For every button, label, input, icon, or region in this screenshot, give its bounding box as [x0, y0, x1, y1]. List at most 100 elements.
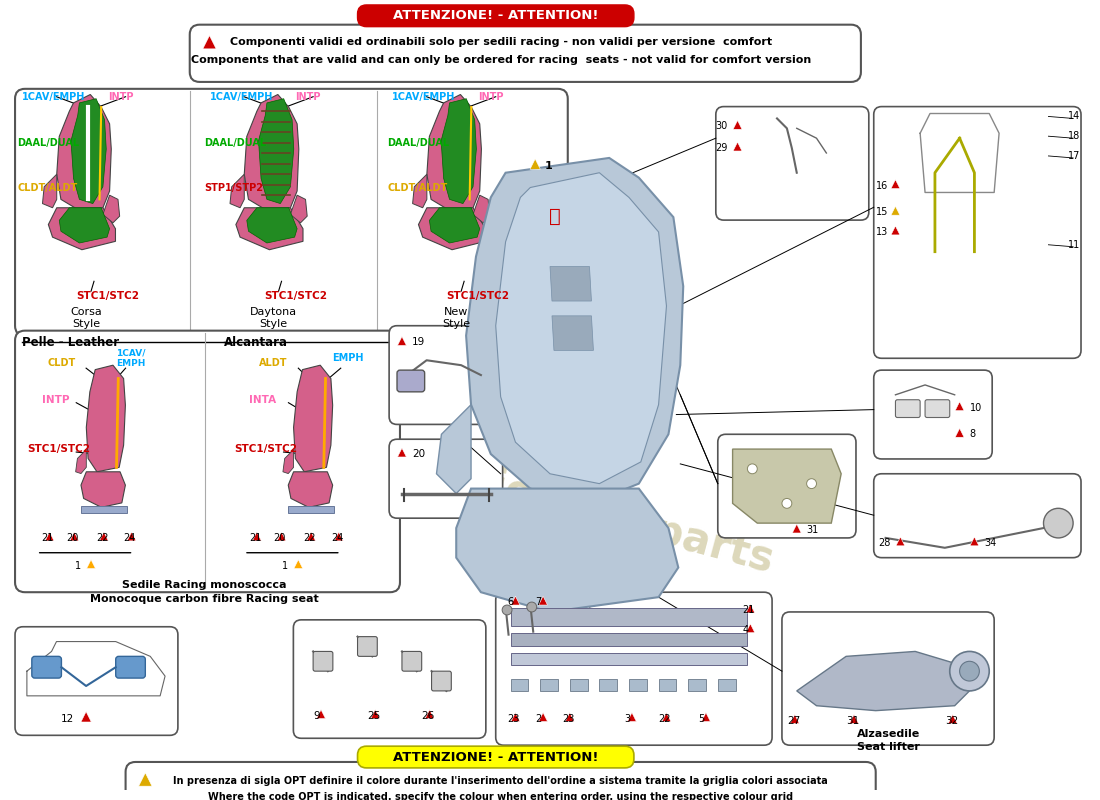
Polygon shape	[466, 158, 683, 503]
FancyBboxPatch shape	[358, 746, 634, 768]
Polygon shape	[425, 710, 435, 718]
Text: 31: 31	[806, 525, 818, 535]
Polygon shape	[539, 713, 548, 722]
Text: Where the code OPT is indicated, specify the colour when entering order, using t: Where the code OPT is indicated, specify…	[208, 791, 793, 800]
Text: 22: 22	[304, 533, 316, 543]
Polygon shape	[294, 560, 302, 569]
Text: 23: 23	[507, 714, 520, 723]
Text: 5: 5	[698, 714, 704, 723]
FancyBboxPatch shape	[15, 626, 178, 735]
Text: 25: 25	[367, 710, 381, 721]
Text: 21: 21	[42, 533, 54, 543]
Polygon shape	[103, 195, 120, 223]
FancyBboxPatch shape	[189, 25, 861, 82]
Text: In presenza di sigla OPT definire il colore durante l'inserimento dell'ordine a : In presenza di sigla OPT definire il col…	[174, 776, 828, 786]
Text: 1CAV/EMPH: 1CAV/EMPH	[392, 92, 455, 102]
Text: 22: 22	[659, 714, 671, 723]
FancyBboxPatch shape	[397, 370, 425, 392]
Text: CLDT/ALDT: CLDT/ALDT	[16, 182, 77, 193]
Polygon shape	[429, 208, 480, 243]
Text: INTP: INTP	[42, 394, 69, 405]
Text: STC1/STC2: STC1/STC2	[447, 291, 509, 301]
Text: 20: 20	[66, 533, 79, 543]
FancyBboxPatch shape	[116, 656, 145, 678]
FancyBboxPatch shape	[873, 106, 1081, 358]
Circle shape	[502, 605, 512, 615]
FancyBboxPatch shape	[873, 370, 992, 459]
Text: INTA: INTA	[249, 394, 276, 405]
Text: 1CAV/EMPH: 1CAV/EMPH	[209, 92, 273, 102]
Polygon shape	[45, 532, 54, 541]
Text: EMPH: EMPH	[332, 354, 363, 363]
Text: DAAL/DUAL: DAAL/DUAL	[16, 138, 79, 148]
FancyBboxPatch shape	[431, 671, 451, 691]
FancyBboxPatch shape	[718, 434, 856, 538]
Text: STC1/STC2: STC1/STC2	[234, 444, 297, 454]
FancyBboxPatch shape	[389, 439, 503, 518]
Text: 13: 13	[877, 227, 889, 237]
Text: 24: 24	[331, 533, 343, 543]
Polygon shape	[891, 206, 900, 215]
FancyArrow shape	[510, 633, 747, 646]
FancyBboxPatch shape	[873, 474, 1081, 558]
Text: 16: 16	[877, 181, 889, 190]
Polygon shape	[294, 365, 332, 472]
Polygon shape	[418, 208, 485, 250]
Text: STC1/STC2: STC1/STC2	[264, 291, 327, 301]
FancyBboxPatch shape	[314, 651, 333, 671]
Text: 22: 22	[96, 533, 109, 543]
Polygon shape	[76, 450, 86, 474]
Text: 26: 26	[421, 710, 434, 721]
Polygon shape	[139, 773, 152, 786]
Polygon shape	[57, 94, 111, 212]
Circle shape	[949, 651, 989, 691]
Text: STC1/STC2: STC1/STC2	[26, 444, 90, 454]
FancyBboxPatch shape	[389, 326, 503, 425]
FancyArrow shape	[510, 654, 747, 666]
Text: 19: 19	[411, 338, 425, 347]
Text: 3: 3	[624, 714, 630, 723]
Text: 21: 21	[742, 605, 755, 615]
Bar	[600, 679, 617, 691]
Text: 1CAV/EMPH: 1CAV/EMPH	[22, 92, 86, 102]
Text: DAAL/DUAL: DAAL/DUAL	[387, 138, 449, 148]
Text: 23: 23	[562, 714, 574, 723]
Polygon shape	[891, 180, 900, 189]
FancyBboxPatch shape	[358, 5, 634, 26]
FancyBboxPatch shape	[782, 612, 994, 745]
Bar	[718, 679, 736, 691]
FancyBboxPatch shape	[358, 637, 377, 656]
Polygon shape	[437, 405, 471, 494]
FancyBboxPatch shape	[925, 400, 949, 418]
Text: 28: 28	[878, 538, 891, 548]
Polygon shape	[895, 537, 905, 546]
FancyBboxPatch shape	[895, 400, 920, 418]
Text: 30: 30	[715, 122, 728, 131]
Text: 32: 32	[945, 715, 958, 726]
Text: 21: 21	[249, 533, 262, 543]
Text: 2: 2	[536, 714, 541, 723]
FancyBboxPatch shape	[32, 656, 62, 678]
Polygon shape	[43, 174, 57, 208]
Text: ATTENZIONE! - ATTENTION!: ATTENZIONE! - ATTENTION!	[393, 750, 598, 763]
FancyBboxPatch shape	[15, 89, 568, 335]
Text: 12: 12	[60, 714, 75, 723]
Polygon shape	[244, 94, 299, 212]
Polygon shape	[81, 712, 91, 722]
Text: 9: 9	[314, 710, 320, 721]
Text: INTP: INTP	[478, 92, 504, 102]
Bar	[629, 679, 647, 691]
Polygon shape	[81, 472, 125, 507]
Text: a passion for parts: a passion for parts	[341, 426, 779, 581]
Text: Monocoque carbon fibre Racing seat: Monocoque carbon fibre Racing seat	[90, 594, 319, 604]
Polygon shape	[552, 316, 593, 350]
Polygon shape	[128, 532, 136, 541]
Polygon shape	[733, 449, 842, 523]
Text: 1CAV/
EMPH: 1CAV/ EMPH	[116, 349, 145, 368]
Polygon shape	[202, 35, 216, 49]
Polygon shape	[371, 710, 380, 718]
Text: 6: 6	[507, 597, 514, 607]
Circle shape	[1044, 508, 1074, 538]
Polygon shape	[530, 159, 540, 170]
Polygon shape	[288, 472, 332, 507]
